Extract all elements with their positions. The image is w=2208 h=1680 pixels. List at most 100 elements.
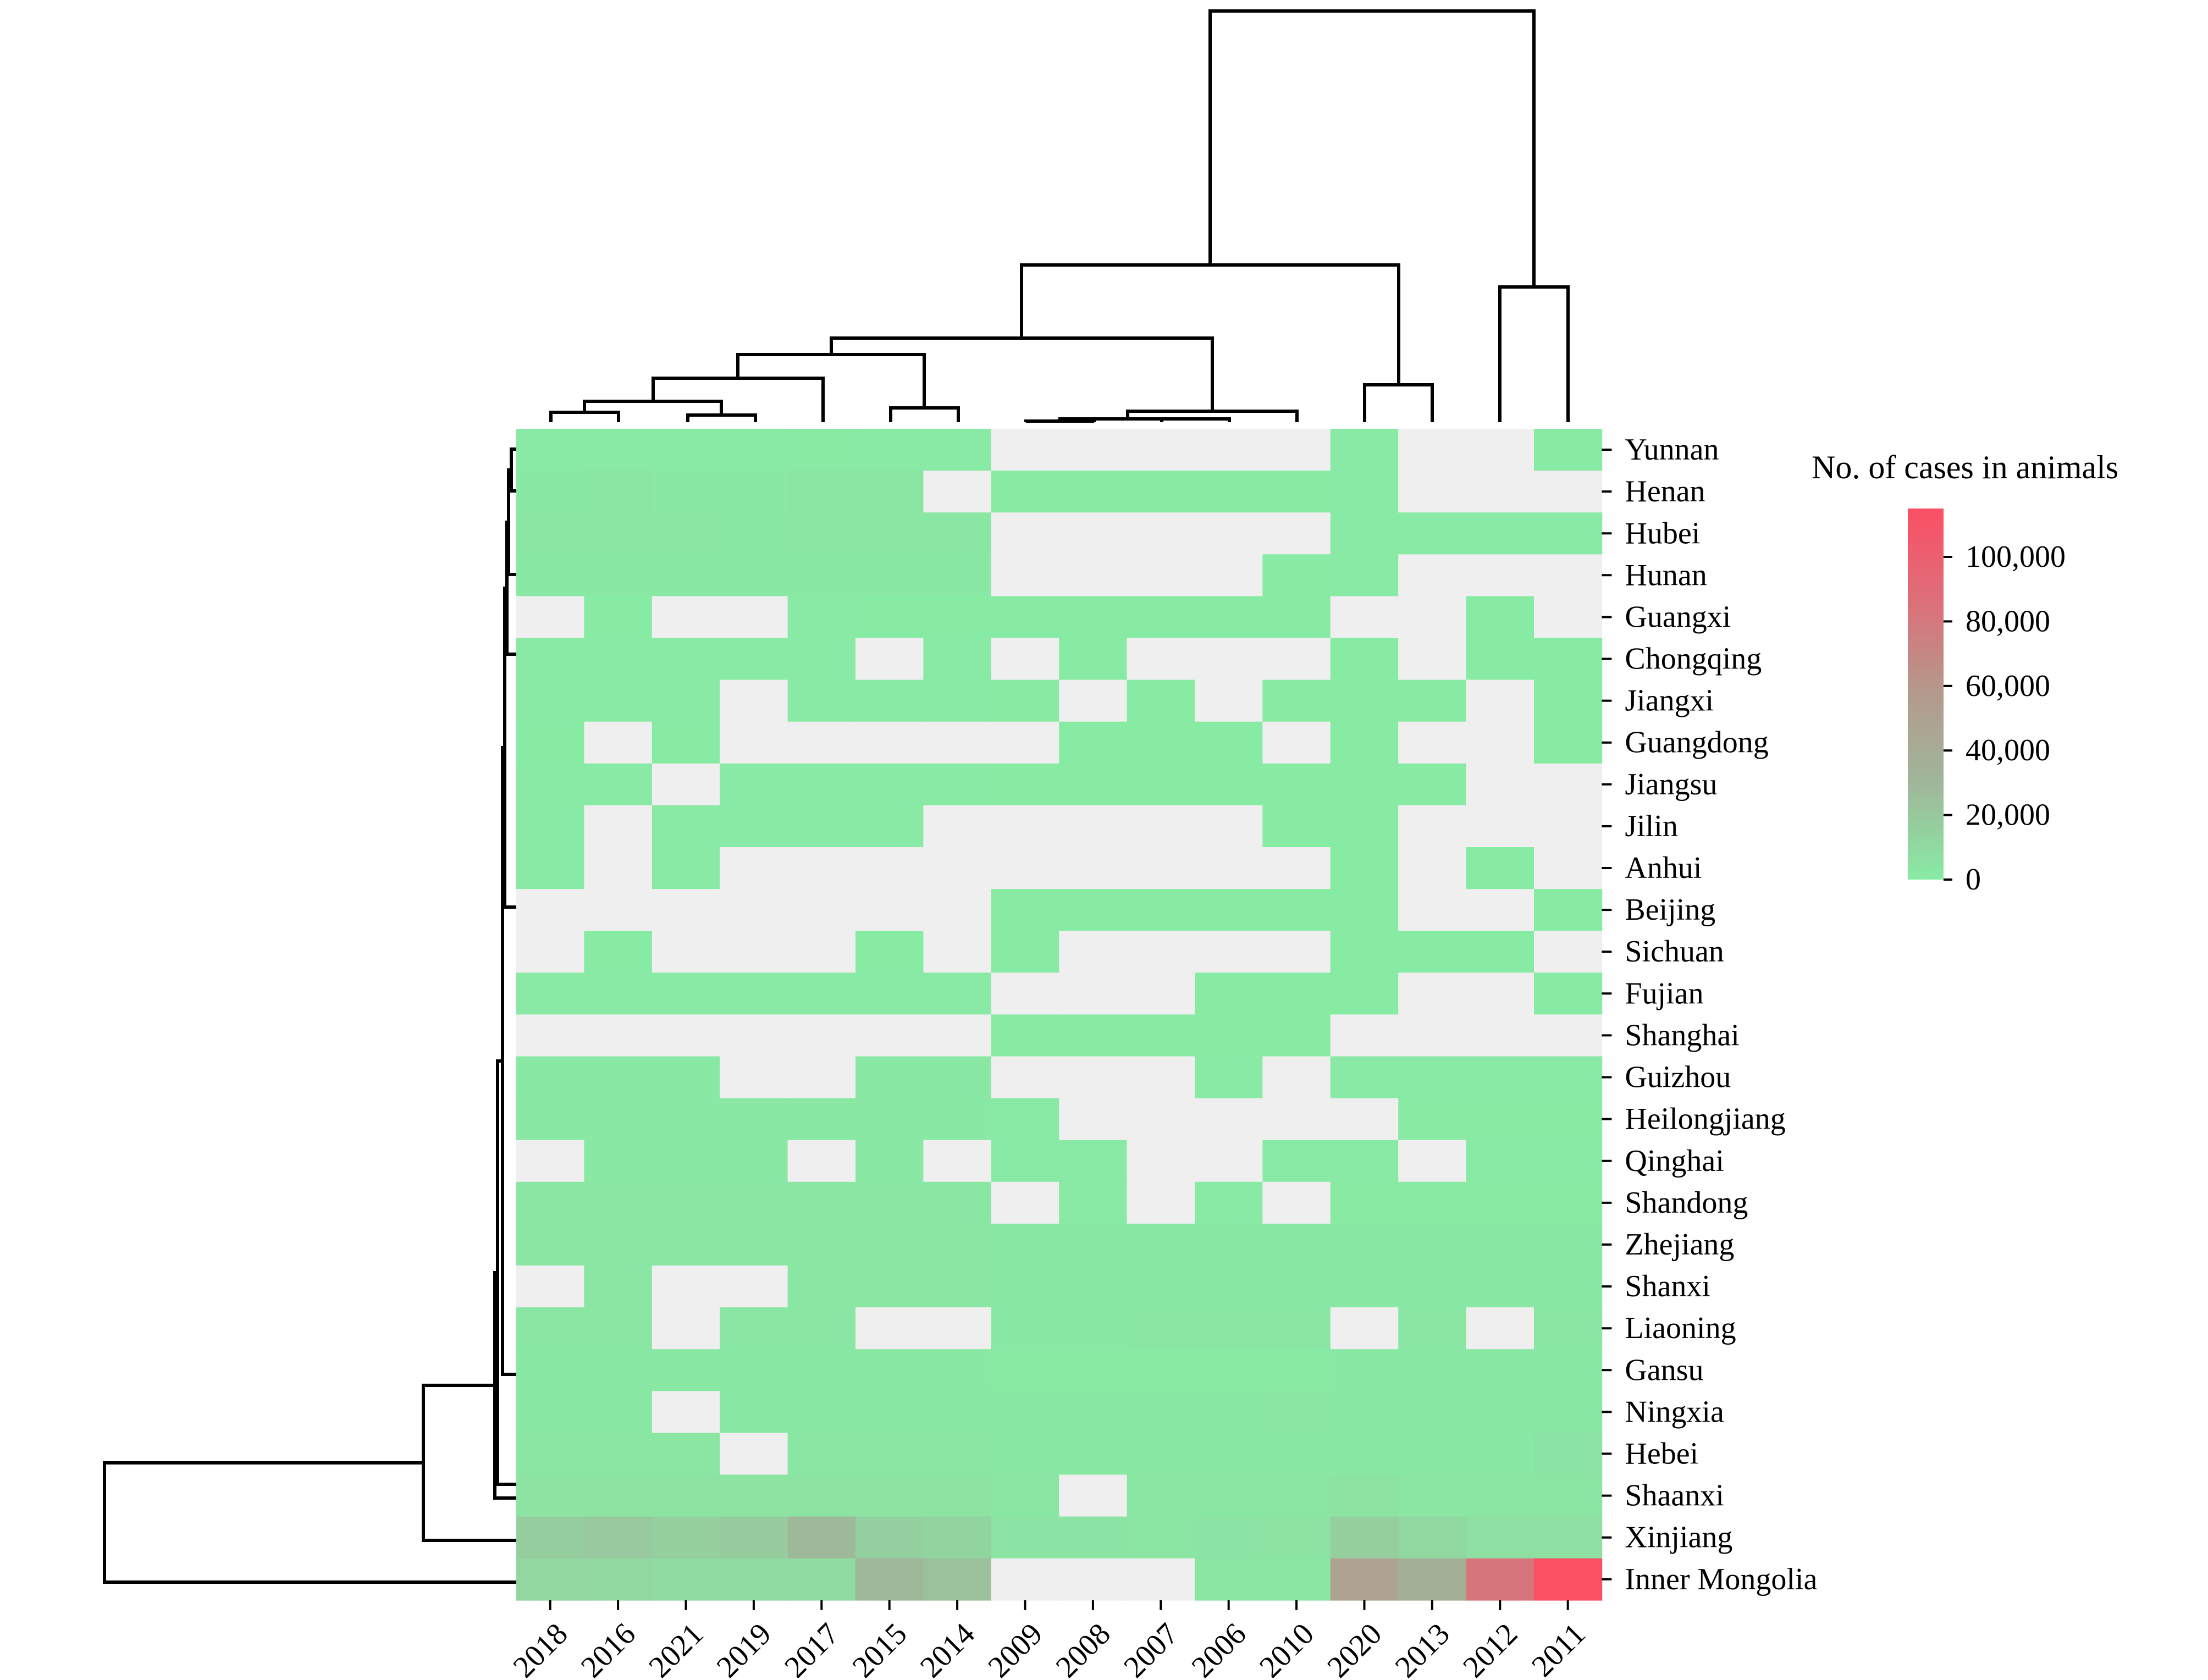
heatmap-cell: [652, 1098, 720, 1141]
heatmap-cell: [787, 1014, 856, 1057]
column-dendrogram: [549, 9, 1570, 423]
heatmap-cell: [584, 1307, 653, 1350]
colorbar-tick-label: 60,000: [1966, 669, 2050, 703]
heatmap-cell: [1059, 931, 1128, 974]
heatmap-cell: [1127, 931, 1195, 974]
heatmap-cell: [1330, 512, 1399, 555]
heatmap-cell: [1398, 1223, 1467, 1266]
heatmap-cell: [1330, 1433, 1399, 1475]
heatmap-cell: [923, 429, 992, 471]
heatmap-cell: [1059, 847, 1128, 889]
heatmap-cell: [584, 1140, 653, 1182]
heatmap-cell: [855, 889, 924, 931]
heatmap-cell: [1262, 889, 1331, 931]
heatmap-cell: [584, 1181, 653, 1224]
column-label: 2009: [981, 1617, 1049, 1680]
heatmap-cell: [1127, 1307, 1195, 1350]
heatmap-cell: [1466, 554, 1534, 597]
heatmap-cell: [855, 1265, 924, 1308]
heatmap-cell: [584, 512, 653, 555]
row-label: Jiangxi: [1625, 684, 1714, 718]
heatmap-cell: [923, 1433, 992, 1475]
heatmap-cell: [787, 1474, 856, 1517]
heatmap-cell: [991, 1265, 1059, 1308]
heatmap-cell: [855, 1474, 924, 1517]
heatmap-cell: [516, 1391, 585, 1434]
heatmap-cell: [923, 763, 992, 806]
heatmap-cell: [584, 1223, 653, 1266]
heatmap-cell: [1262, 1433, 1331, 1475]
heatmap-cell: [855, 512, 924, 555]
heatmap-cell: [1398, 763, 1467, 806]
heatmap-cell: [1534, 1014, 1603, 1057]
heatmap-cell: [1262, 763, 1331, 806]
heatmap-cell: [516, 763, 585, 806]
heatmap-cell: [516, 429, 585, 471]
heatmap-cell: [1262, 471, 1331, 513]
heatmap-cell: [652, 931, 720, 974]
heatmap-cell: [1398, 1433, 1467, 1475]
heatmap-cell: [652, 721, 720, 764]
heatmap-cell: [1127, 721, 1195, 764]
heatmap-cell: [1127, 1181, 1195, 1224]
heatmap-cell: [991, 972, 1059, 1015]
heatmap-cell: [991, 1558, 1059, 1601]
heatmap-cell: [1195, 512, 1263, 555]
heatmap-cell: [516, 1474, 585, 1517]
row-label: Jilin: [1625, 809, 1677, 843]
heatmap-cell: [720, 1056, 788, 1099]
heatmap-cell: [923, 1181, 992, 1224]
heatmap-cell: [1059, 1140, 1128, 1182]
heatmap-cell: [1262, 721, 1331, 764]
heatmap-cell: [720, 721, 788, 764]
heatmap-cell: [720, 889, 788, 931]
heatmap-cell: [1195, 1558, 1263, 1601]
column-label: 2011: [1525, 1617, 1592, 1680]
heatmap-cell: [1330, 1181, 1399, 1224]
heatmap-cell: [991, 1056, 1059, 1099]
row-label: Xinjiang: [1625, 1521, 1732, 1555]
heatmap-cell: [1059, 554, 1128, 597]
column-label: 2014: [914, 1617, 981, 1680]
heatmap-cell: [1398, 596, 1467, 639]
heatmap-cell: [923, 1098, 992, 1141]
heatmap-cell: [1059, 471, 1128, 513]
heatmap-cell: [1466, 889, 1534, 931]
heatmap-cell: [1330, 429, 1399, 471]
heatmap-cell: [855, 471, 924, 513]
heatmap-cell: [787, 471, 856, 513]
heatmap-cell: [1330, 1516, 1399, 1559]
heatmap-cell: [584, 1265, 653, 1308]
heatmap-cell: [787, 638, 856, 681]
heatmap-cell: [652, 429, 720, 471]
heatmap-cell: [652, 554, 720, 597]
heatmap-cell: [1398, 972, 1467, 1015]
heatmap-cell: [1059, 1265, 1128, 1308]
heatmap-cell: [1534, 847, 1603, 889]
heatmap-cell: [652, 1140, 720, 1182]
heatmap-cell: [1195, 429, 1263, 471]
row-dendrogram-link: [103, 1461, 516, 1584]
col-dendrogram-link: [549, 411, 620, 422]
heatmap-cell: [1466, 1307, 1534, 1350]
heatmap-cell: [1195, 1307, 1263, 1350]
heatmap-cell: [720, 1223, 788, 1266]
heatmap-cell: [1262, 512, 1331, 555]
heatmap-cell: [1466, 1098, 1534, 1141]
heatmap-cell: [1262, 1223, 1331, 1266]
heatmap-cell: [991, 554, 1059, 597]
heatmap-cell: [1330, 847, 1399, 889]
heatmap-cell: [516, 1014, 585, 1057]
heatmap-cell: [1398, 554, 1467, 597]
heatmap-cell: [584, 721, 653, 764]
heatmap-cell: [923, 512, 992, 555]
heatmap-cell: [1262, 972, 1331, 1015]
heatmap-cell: [652, 847, 720, 889]
heatmap-cell: [652, 471, 720, 513]
heatmap-cell: [855, 679, 924, 722]
heatmap-cell: [991, 1349, 1059, 1392]
heatmap-cell: [1330, 596, 1399, 639]
heatmap-cell: [787, 596, 856, 639]
heatmap-cell: [787, 554, 856, 597]
row-dendrogram-link: [422, 1384, 516, 1542]
